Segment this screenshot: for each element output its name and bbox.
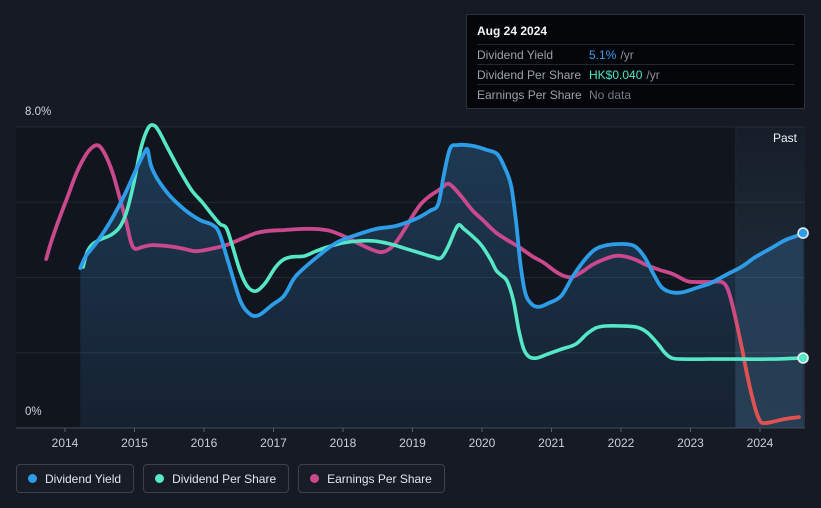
- dividend-per-share-end-marker[interactable]: [797, 352, 809, 364]
- chart-tooltip: Aug 24 2024 Dividend Yield 5.1% /yr Divi…: [466, 14, 805, 109]
- legend-label: Dividend Yield: [45, 471, 122, 486]
- dividend-yield-end-marker[interactable]: [797, 227, 809, 239]
- y-axis-label-bottom: 0%: [25, 406, 42, 418]
- x-axis-label-2024: 2024: [746, 436, 774, 450]
- tooltip-row-dividend-yield: Dividend Yield 5.1% /yr: [477, 44, 794, 64]
- past-region-label: Past: [772, 131, 797, 145]
- tooltip-label: Earnings Per Share: [477, 87, 582, 102]
- tooltip-row-earnings-per-share: Earnings Per Share No data: [477, 84, 794, 104]
- tooltip-date: Aug 24 2024: [477, 24, 548, 38]
- legend-item-earnings-per-share[interactable]: Earnings Per Share: [298, 464, 445, 493]
- x-axis-label-2021: 2021: [538, 436, 565, 450]
- earnings-per-share-dot-icon: [310, 474, 320, 483]
- y-axis-label-top: 8.0%: [25, 106, 52, 118]
- dividend-yield-line[interactable]: [78, 142, 805, 318]
- x-axis-label-2023: 2023: [677, 436, 704, 450]
- x-axis-label-2014: 2014: [51, 436, 79, 450]
- x-axis-label-2019: 2019: [399, 436, 426, 450]
- tooltip-label: Dividend Per Share: [477, 67, 582, 82]
- tooltip-value-suffix: /yr: [646, 67, 660, 82]
- x-axis-label-2018: 2018: [329, 436, 357, 450]
- chart-legend: Dividend Yield Dividend Per Share Earnin…: [16, 464, 445, 493]
- legend-item-dividend-per-share[interactable]: Dividend Per Share: [143, 464, 290, 493]
- dividend-per-share-dot-icon: [155, 474, 165, 483]
- tooltip-value-earnings-per-share: No data: [589, 87, 632, 102]
- dividend-yield-dot-icon: [28, 474, 37, 483]
- tooltip-value-suffix: /yr: [620, 47, 634, 62]
- x-axis-label-2016: 2016: [190, 436, 218, 450]
- earnings-per-share-line[interactable]: [44, 143, 801, 426]
- tooltip-value-dividend-yield: 5.1%: [589, 47, 617, 62]
- legend-label: Earnings Per Share: [327, 471, 432, 486]
- tooltip-value-dividend-per-share: HK$0.040: [589, 67, 643, 82]
- x-axis-label-2017: 2017: [260, 436, 287, 450]
- legend-item-dividend-yield[interactable]: Dividend Yield: [16, 464, 135, 493]
- dividend-yield-area: [80, 144, 804, 428]
- legend-label: Dividend Per Share: [172, 471, 277, 486]
- tooltip-label: Dividend Yield: [477, 47, 554, 62]
- dividend-per-share-line[interactable]: [81, 123, 806, 361]
- x-axis-label-2020: 2020: [468, 436, 496, 450]
- x-axis-label-2022: 2022: [607, 436, 635, 450]
- x-axis-label-2015: 2015: [121, 436, 148, 450]
- tooltip-row-dividend-per-share: Dividend Per Share HK$0.040 /yr: [477, 64, 794, 84]
